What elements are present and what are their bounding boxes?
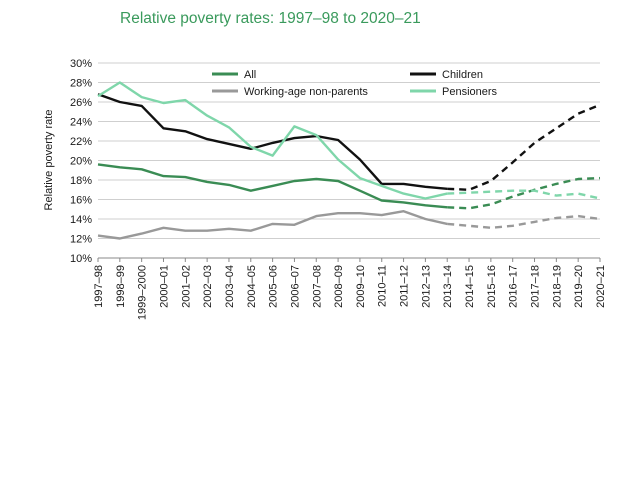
- x-tick-label: 2007–08: [311, 265, 323, 308]
- legend-label-children: Children: [442, 69, 483, 81]
- x-tick-label: 2013–14: [442, 265, 454, 308]
- x-tick-label: 2019–20: [573, 265, 585, 308]
- x-tick-label: 2001–02: [180, 265, 192, 308]
- x-tick-label: 2017–18: [530, 265, 542, 308]
- x-tick-label: 2014–15: [464, 265, 476, 308]
- x-tick-label: 2015–16: [486, 265, 498, 308]
- x-tick-label: 2012–13: [420, 265, 432, 308]
- series-projection-children: [447, 103, 601, 191]
- gridlines: [98, 62, 600, 259]
- series-line-all: [97, 163, 448, 209]
- series-projection-pensioners: [447, 189, 601, 200]
- y-tick-label: 26%: [70, 97, 92, 109]
- y-axis-ticks: 10% 12% 14% 16% 18% 20% 22% 24% 26% 28% 30%: [70, 58, 92, 265]
- x-axis-ticks: 1997–98 1998–99 1999–2000 2000–01 2001–02 200…: [93, 258, 607, 320]
- y-tick-label: 22%: [70, 136, 92, 148]
- x-tick-label: 2010–11: [377, 265, 389, 307]
- legend-label-pensioners: Pensioners: [442, 86, 498, 98]
- x-tick-label: 2020–21: [595, 265, 607, 308]
- y-tick-label: 12%: [70, 234, 92, 246]
- y-axis-label: Relative poverty rate: [43, 110, 55, 211]
- series-projection-all: [447, 176, 601, 210]
- series-projection-working-age-non-parents: [447, 214, 601, 229]
- series-line-pensioners: [97, 81, 448, 200]
- y-tick-label: 16%: [70, 195, 92, 207]
- x-tick-label: 2005–06: [268, 265, 280, 308]
- legend: All Children Working-age non-parents Pensio…: [212, 69, 498, 98]
- y-tick-label: 20%: [70, 156, 92, 168]
- y-tick-label: 28%: [70, 78, 92, 90]
- series-line-working-age-non-parents: [97, 210, 448, 240]
- x-tick-label: 2004–05: [246, 265, 258, 308]
- y-tick-label: 10%: [70, 253, 92, 265]
- x-tick-label: 2008–09: [333, 265, 345, 308]
- x-tick-label: 1997–98: [93, 265, 105, 308]
- x-tick-label: 2003–04: [224, 265, 236, 308]
- series-line-children: [97, 93, 448, 190]
- y-tick-label: 14%: [70, 214, 92, 226]
- x-tick-label: 2000–01: [158, 265, 170, 308]
- x-tick-label: 2011–12: [399, 265, 411, 307]
- x-tick-label: 2016–17: [508, 265, 520, 308]
- x-tick-label: 2002–03: [202, 265, 214, 308]
- y-tick-label: 30%: [70, 58, 92, 70]
- legend-label-working-age-non-parents: Working-age non-parents: [244, 86, 368, 98]
- y-tick-label: 24%: [70, 117, 92, 129]
- x-tick-label: 2018–19: [551, 265, 563, 308]
- legend-label-all: All: [244, 69, 256, 81]
- y-tick-label: 18%: [70, 175, 92, 187]
- x-tick-label: 1999–2000: [137, 265, 149, 320]
- x-tick-label: 1998–99: [115, 265, 127, 308]
- chart-title: Relative poverty rates: 1997–98 to 2020–…: [120, 10, 421, 27]
- x-tick-label: 2009–10: [355, 265, 367, 308]
- x-tick-label: 2006–07: [289, 265, 301, 308]
- series-lines: [97, 81, 601, 240]
